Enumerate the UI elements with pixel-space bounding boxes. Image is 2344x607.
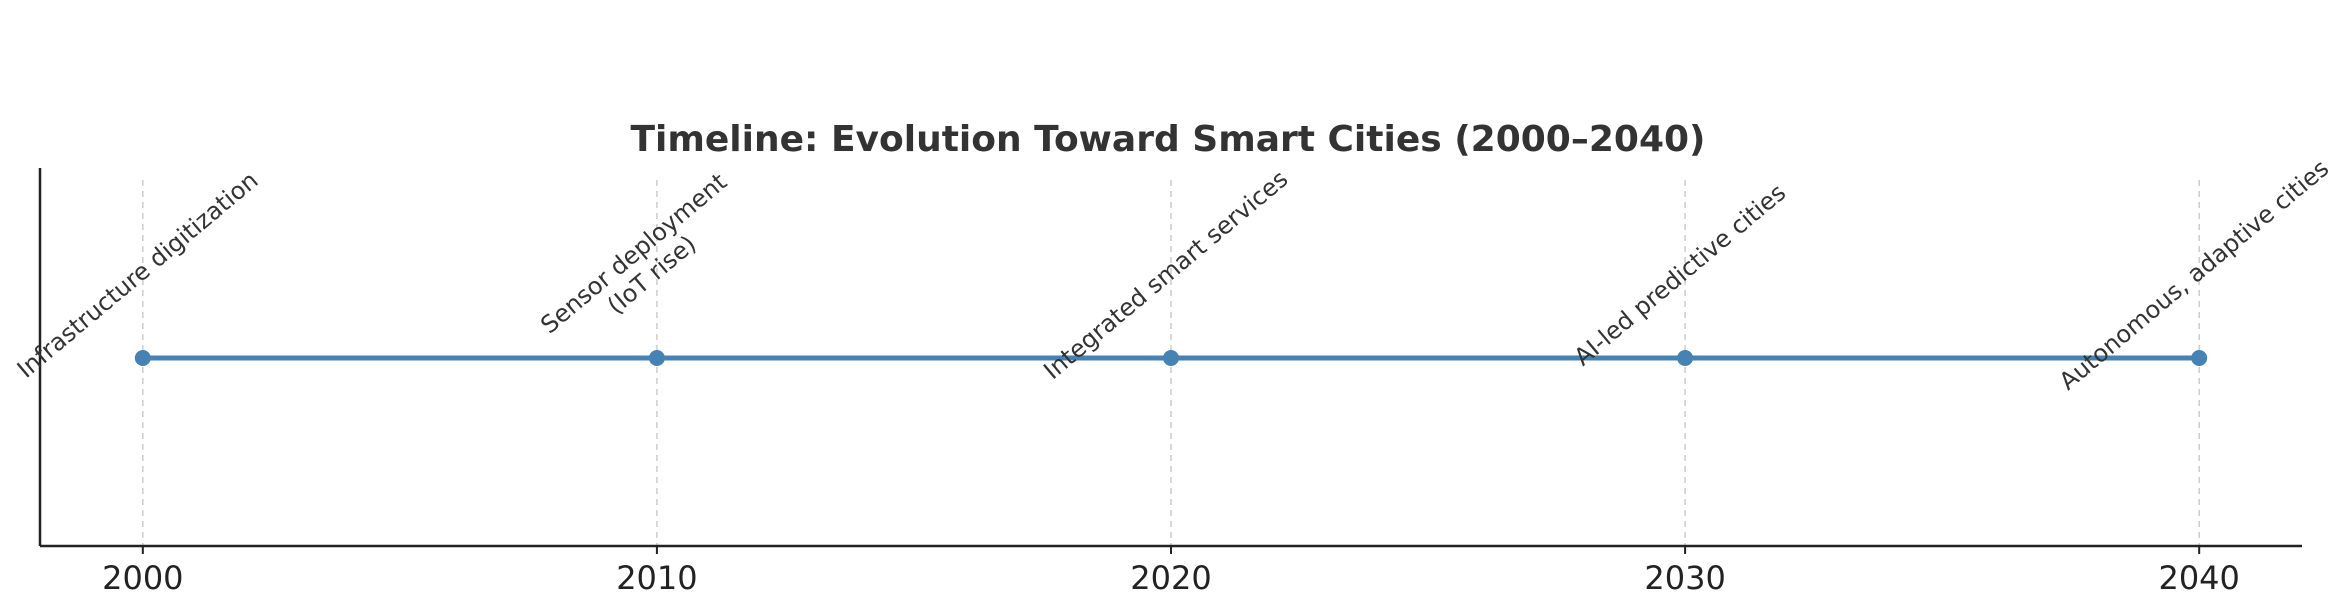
x-tick-labels: 2000 2010 2020 2030 2040 xyxy=(102,559,2240,597)
chart-title: Timeline: Evolution Toward Smart Cities … xyxy=(630,119,1705,160)
timeline-point-2010 xyxy=(648,350,665,366)
grid-lines xyxy=(142,180,2200,546)
event-label-2030: AI-led predictive cities xyxy=(1569,178,1791,371)
timeline-point-2040 xyxy=(2191,350,2208,366)
timeline-point-2020 xyxy=(1163,350,1179,366)
timeline-series xyxy=(134,350,2208,366)
axes xyxy=(38,168,2302,554)
x-tick-label-2020: 2020 xyxy=(1130,559,1211,597)
event-label-line: Infrastructure digitization xyxy=(12,166,264,384)
event-label-2010: Sensor deployment(IoT rise) xyxy=(535,168,732,340)
event-label-2000: Infrastructure digitization xyxy=(12,166,264,384)
x-tick-label-2040: 2040 xyxy=(2158,559,2239,597)
timeline-point-2000 xyxy=(134,350,151,366)
event-label-line: AI-led predictive cities xyxy=(1569,178,1791,371)
x-tick-label-2010: 2010 xyxy=(616,559,697,597)
timeline-point-2030 xyxy=(1677,350,1694,366)
event-label-line: Sensor deployment xyxy=(535,168,732,340)
x-tick-label-2030: 2030 xyxy=(1644,559,1725,597)
x-tick-label-2000: 2000 xyxy=(102,559,183,597)
